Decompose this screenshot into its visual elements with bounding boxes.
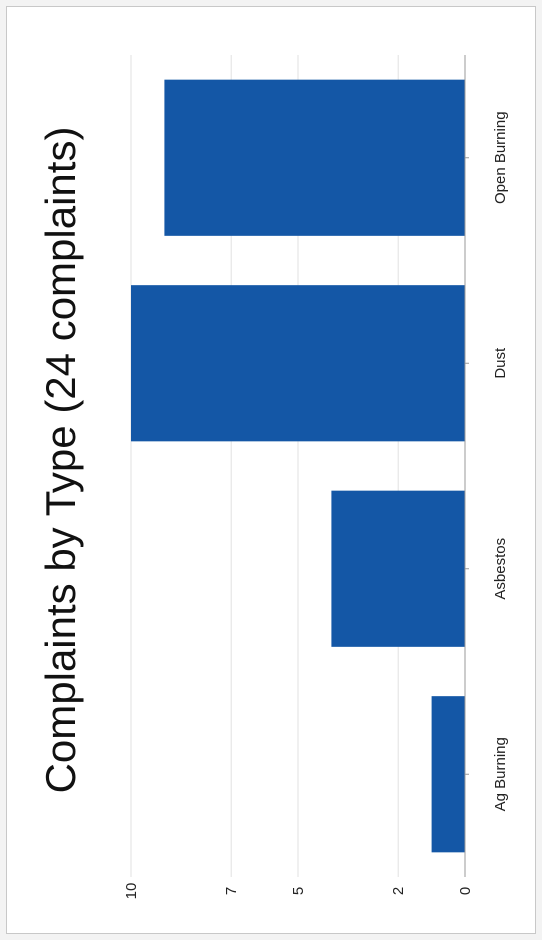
category-axis-labels: Ag Burning Asbestos Dust Open Burning [492, 111, 509, 811]
tick-label-7: 7 [223, 887, 240, 895]
bar-open-burning [164, 79, 465, 236]
bar-chart: 0 2 5 7 10 Ag Burning Asbestos Dust Open Burnin… [37, 55, 509, 900]
tick-label-2: 2 [390, 887, 407, 895]
chart-frame: 0 2 5 7 10 Ag Burning Asbestos Dust Open Burnin… [6, 6, 536, 934]
tick-label-5: 5 [290, 887, 307, 895]
category-label-asbestos: Asbestos [492, 538, 509, 600]
tick-label-0: 0 [457, 887, 474, 895]
category-label-ag-burning: Ag Burning [492, 737, 509, 811]
bar-asbestos [331, 490, 465, 647]
bars [131, 79, 469, 853]
bar-dust [131, 285, 465, 442]
bar-ag-burning [431, 696, 465, 853]
chart-title: Complaints by Type (24 complaints) [37, 127, 84, 794]
value-axis-ticks: 0 2 5 7 10 [123, 883, 474, 900]
category-label-dust: Dust [492, 347, 509, 379]
category-label-open-burning: Open Burning [492, 111, 509, 204]
tick-label-10: 10 [123, 883, 140, 900]
